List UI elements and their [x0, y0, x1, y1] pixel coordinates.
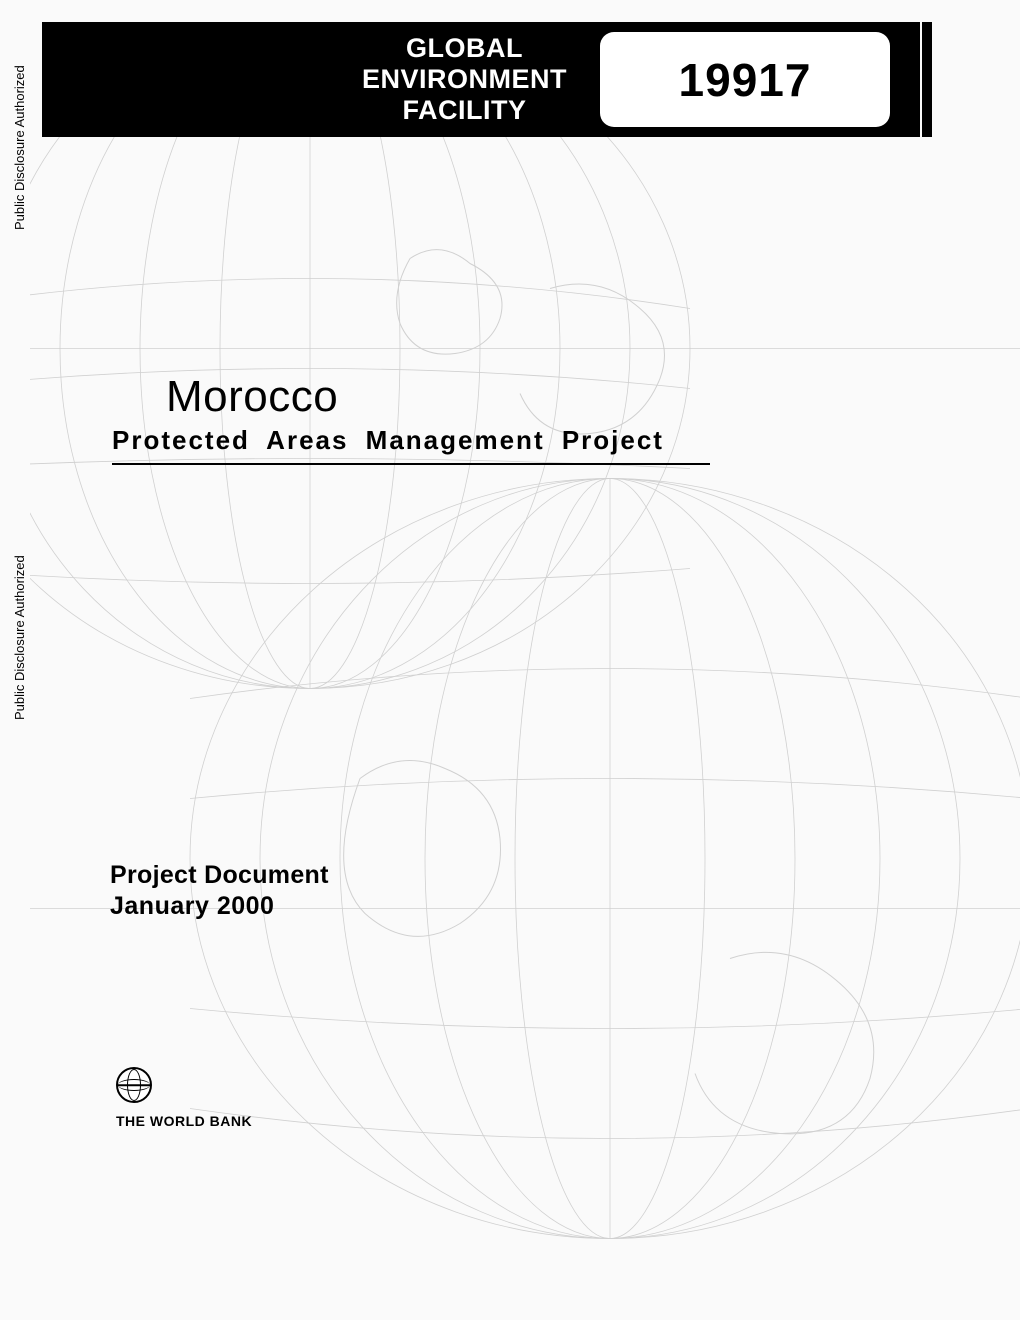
- title-underline: [112, 463, 710, 465]
- country-title: Morocco: [166, 372, 338, 422]
- header-edge-strip: [922, 22, 932, 137]
- organization-name: THE WORLD BANK: [116, 1113, 252, 1129]
- footer-logo-block: THE WORLD BANK: [116, 1067, 252, 1129]
- world-bank-globe-icon: [116, 1067, 152, 1103]
- header-line1: GLOBAL: [406, 33, 523, 63]
- document-cover-page: Public Disclosure Authorized Public Disc…: [0, 0, 1020, 1320]
- document-number-box: 19917: [600, 32, 890, 127]
- header-org-title: GLOBAL ENVIRONMENT FACILITY: [362, 33, 567, 126]
- project-title: Protected Areas Management Project: [112, 425, 664, 456]
- document-type-label: Project Document: [110, 861, 329, 890]
- disclosure-label-top: Public Disclosure Authorized: [12, 65, 27, 230]
- document-date-label: January 2000: [110, 892, 274, 921]
- disclosure-label-bottom: Public Disclosure Authorized: [12, 555, 27, 720]
- header-line2: ENVIRONMENT: [362, 64, 567, 94]
- header-line3: FACILITY: [403, 95, 527, 125]
- document-number: 19917: [679, 53, 812, 107]
- cover-content: Morocco Protected Areas Management Proje…: [42, 137, 1020, 1320]
- globe-icon-lat-line: [118, 1079, 150, 1091]
